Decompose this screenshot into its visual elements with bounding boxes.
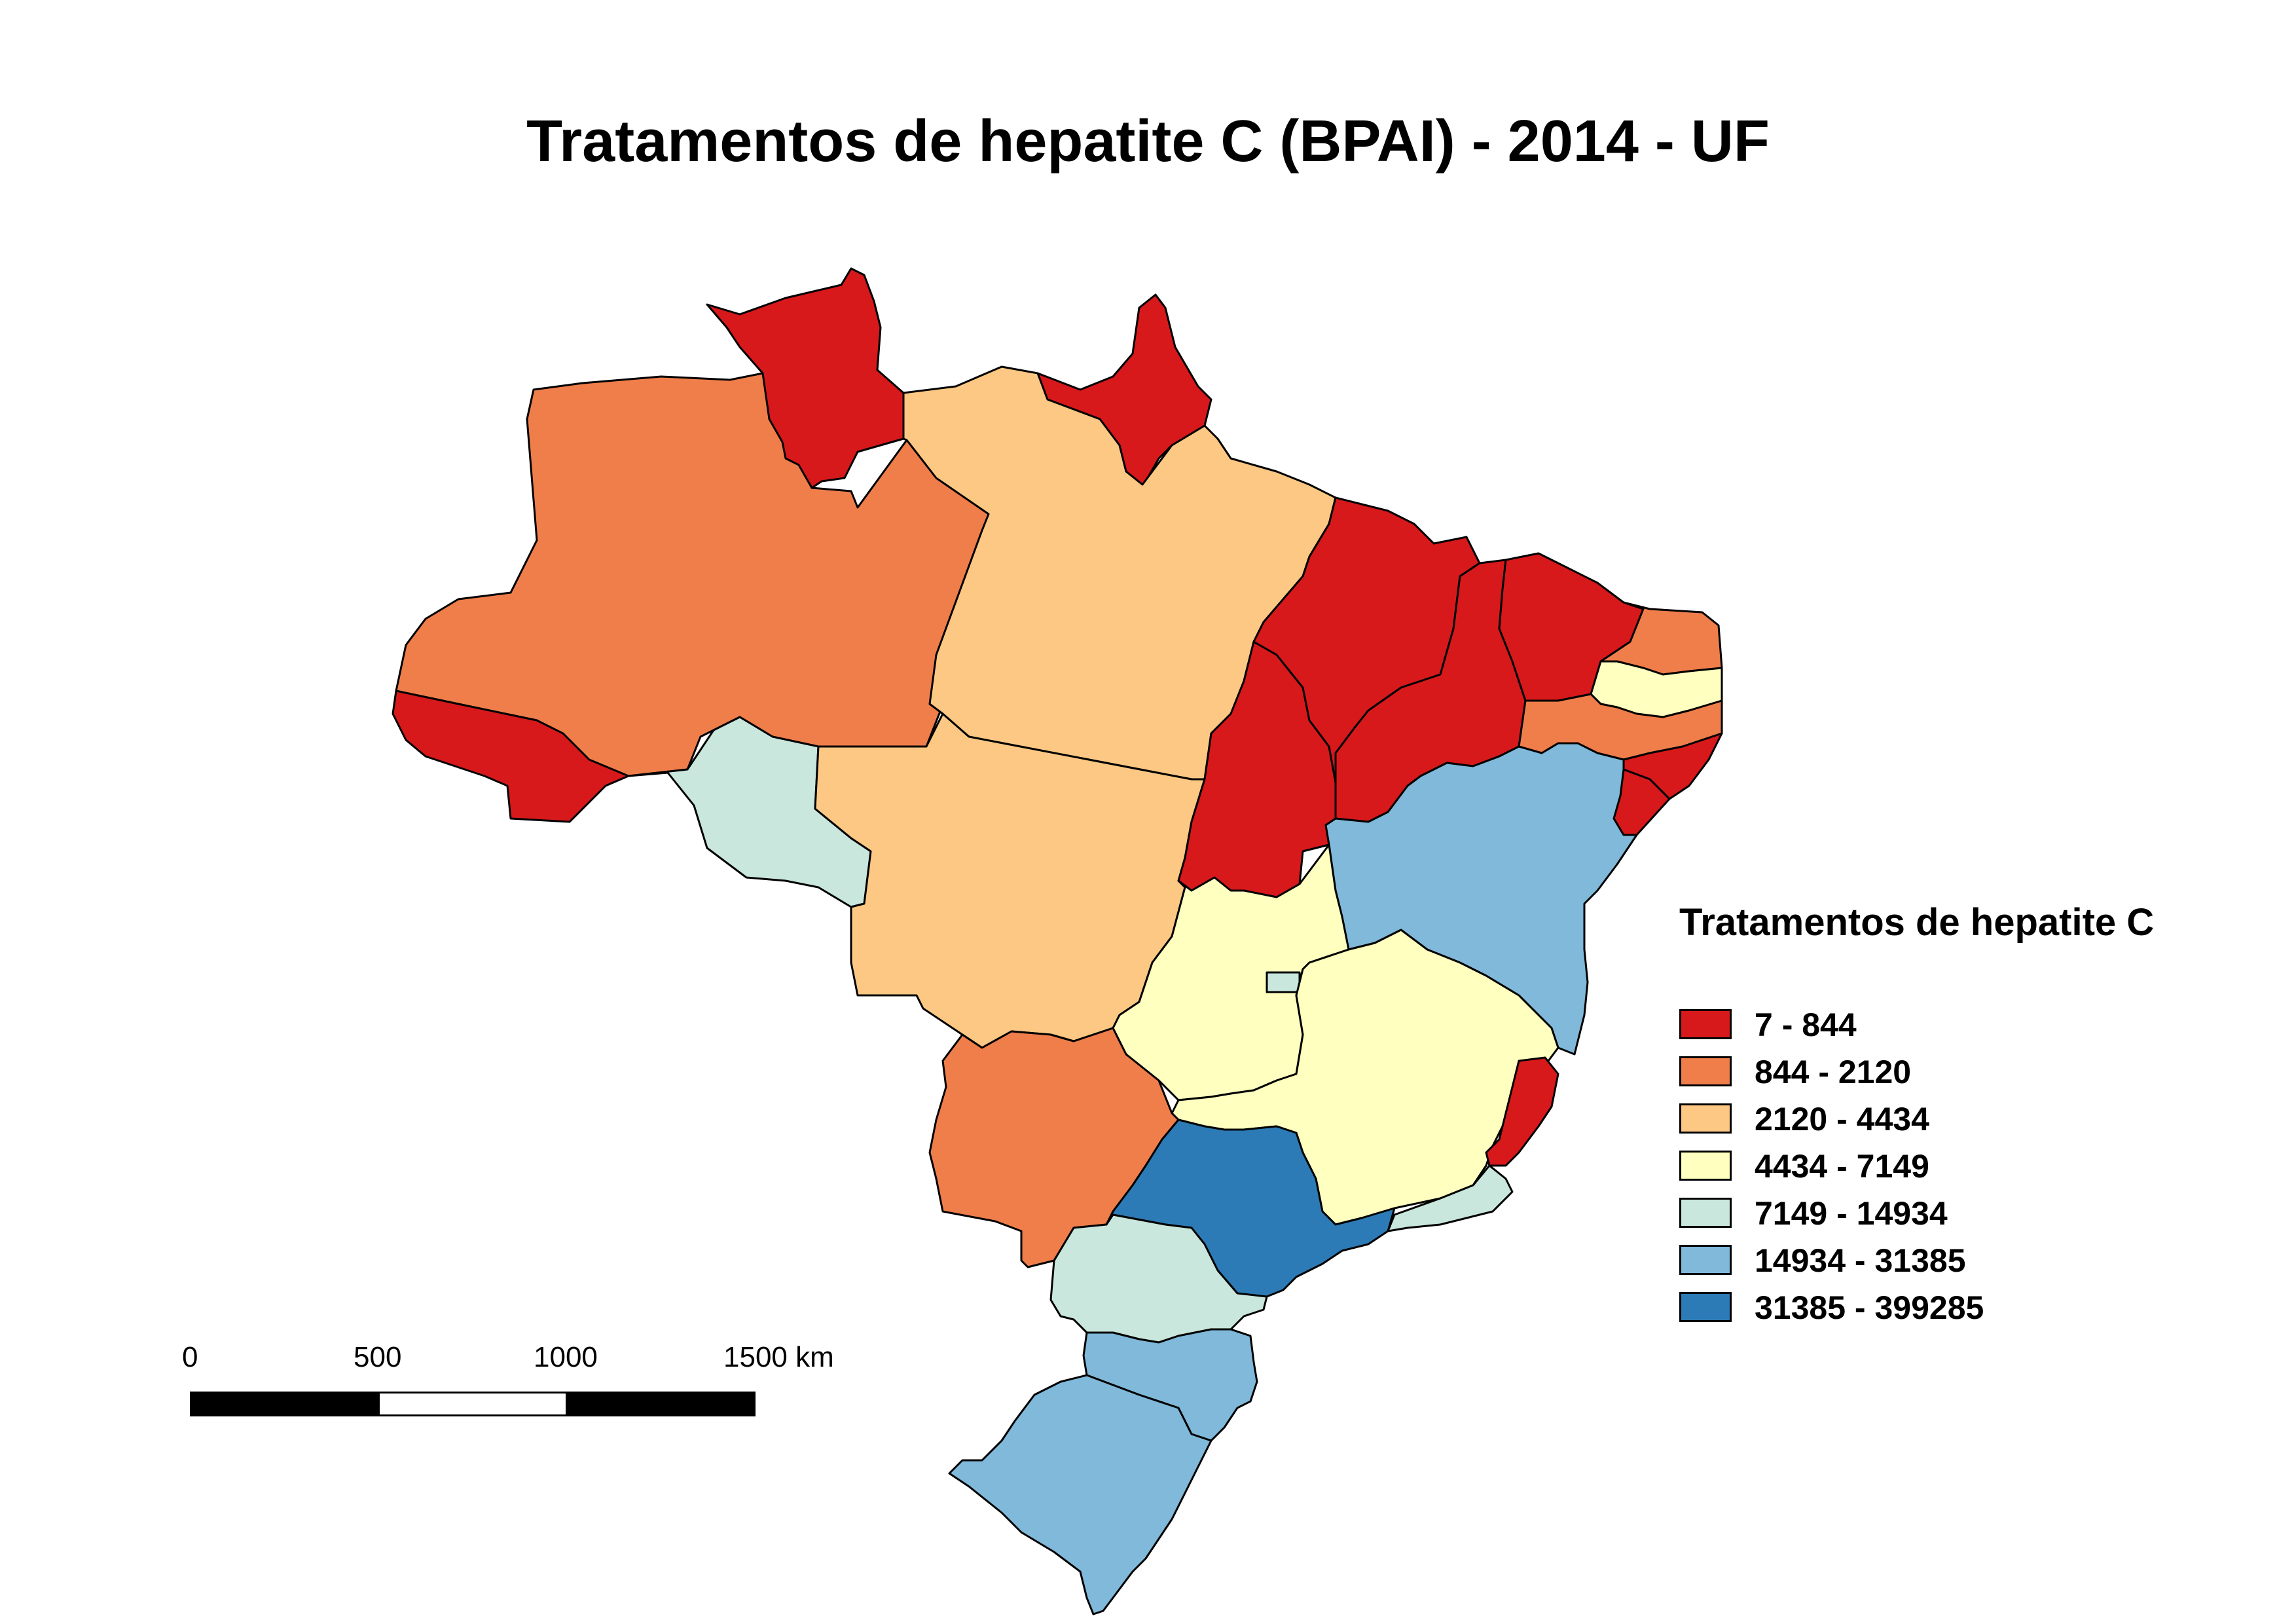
scale-bar-segment	[566, 1392, 756, 1416]
legend-swatch	[1679, 1198, 1732, 1228]
map-title: Tratamentos de hepatite C (BPAI) - 2014 …	[526, 109, 1770, 174]
scale-label: 1000	[534, 1341, 598, 1373]
legend-swatch	[1679, 1103, 1732, 1134]
legend-swatch	[1679, 1245, 1732, 1275]
scale-label: 500	[354, 1341, 402, 1373]
legend-label: 844 - 2120	[1755, 1054, 1912, 1090]
scale-bar-segment	[378, 1392, 568, 1416]
legend-label: 7149 - 14934	[1755, 1195, 1948, 1232]
legend-swatch	[1679, 1292, 1732, 1322]
state-RJ	[1387, 1164, 1514, 1232]
state-RR	[706, 267, 905, 489]
legend-label: 7 - 844	[1755, 1006, 1857, 1043]
state-DF	[1266, 971, 1301, 993]
scale-bar-segment	[190, 1392, 380, 1416]
state-RS	[948, 1374, 1212, 1615]
scale-label: 0	[182, 1341, 198, 1373]
legend-title: Tratamentos de hepatite C	[1679, 901, 2155, 944]
state-ES	[1485, 1056, 1559, 1167]
legend-swatch	[1679, 1151, 1732, 1181]
state-AC	[392, 690, 630, 823]
legend-swatch	[1679, 1009, 1732, 1039]
legend-label: 14934 - 31385	[1755, 1242, 1966, 1279]
legend-label: 4434 - 7149	[1755, 1148, 1929, 1185]
legend-label: 2120 - 4434	[1755, 1101, 1929, 1137]
legend-swatch	[1679, 1056, 1732, 1086]
legend-label: 31385 - 399285	[1755, 1289, 1984, 1326]
scale-label: 1500 km	[723, 1341, 834, 1373]
